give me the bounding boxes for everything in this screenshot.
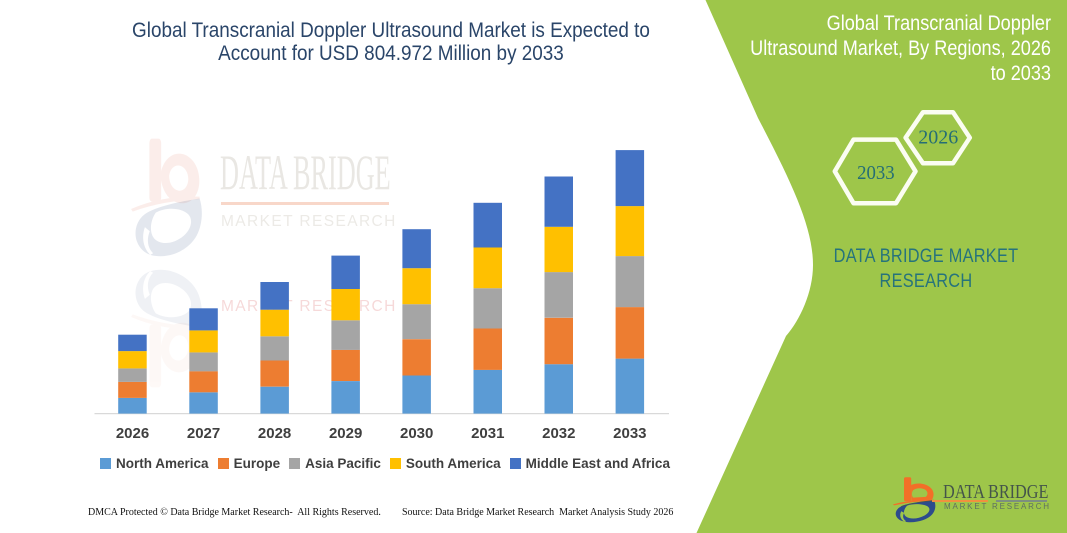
- svg-text:2033: 2033: [857, 162, 895, 184]
- svg-text:2026: 2026: [918, 127, 958, 149]
